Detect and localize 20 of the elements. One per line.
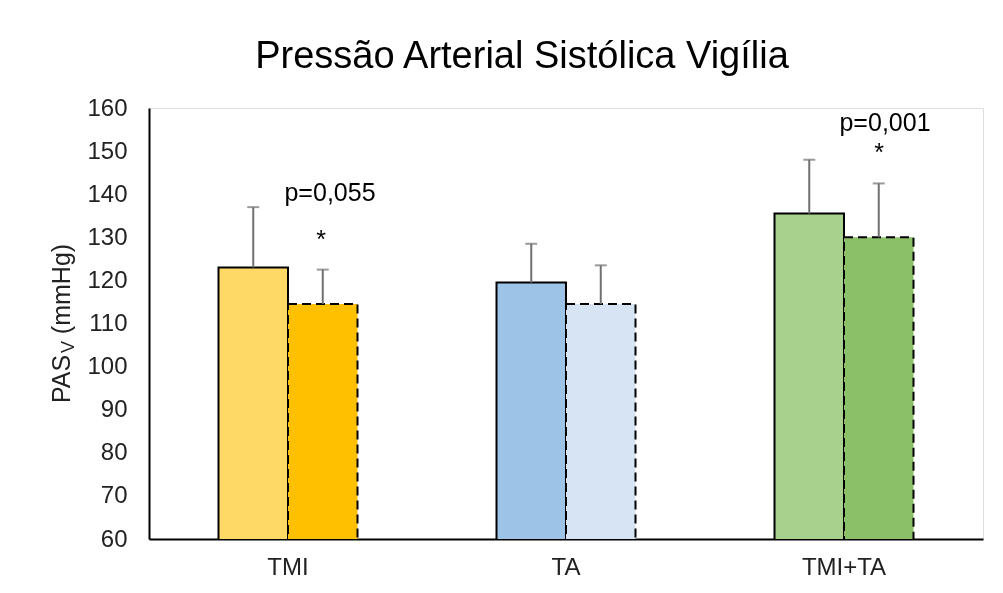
annotation: p=0,001 [839, 108, 931, 136]
x-tick-label: TMI [267, 552, 309, 580]
x-tick-label: TA [551, 552, 581, 580]
y-axis-title: PASV (mmHg) [47, 243, 78, 404]
y-tick-label: 90 [100, 395, 128, 423]
y-tick-label: 60 [100, 524, 128, 552]
y-tick-label: 140 [87, 179, 128, 207]
y-tick-label: 70 [100, 481, 128, 509]
y-tick-label: 150 [87, 136, 128, 164]
y-tick-label: 100 [87, 352, 128, 380]
y-tick-label: 80 [100, 438, 128, 466]
y-tick-label: 130 [87, 222, 128, 250]
x-tick-label: TMI+TA [801, 552, 887, 580]
annotation: * [874, 138, 885, 166]
y-tick-label: 120 [87, 265, 128, 293]
y-tick-label: 110 [89, 309, 128, 336]
chart-title: Pressão Arterial Sistólica Vigília [255, 34, 790, 76]
annotation: * [316, 225, 327, 253]
y-tick-label: 160 [87, 93, 128, 121]
annotation: p=0,055 [284, 178, 376, 206]
